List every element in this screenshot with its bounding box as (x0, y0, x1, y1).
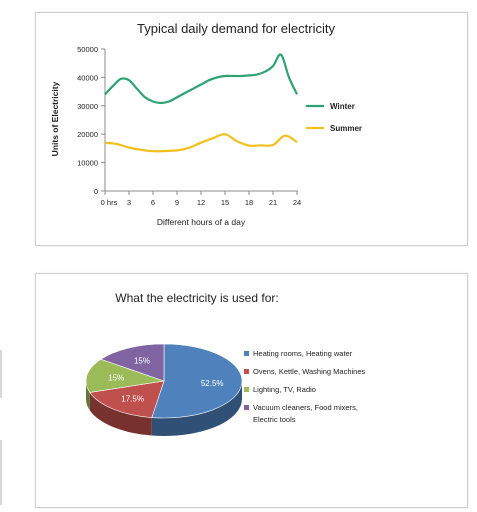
y-tick-label: 20000 (77, 130, 98, 139)
y-tick-label: 40000 (77, 73, 98, 82)
line-chart-panel: Typical daily demand for electricity 0 10… (35, 12, 468, 246)
pie-slice-1-label: 52.5% (201, 379, 224, 388)
pie-legend-swatch-4 (244, 405, 249, 410)
edge-rule-1 (0, 350, 2, 398)
x-tick-label: 9 (175, 198, 179, 207)
pie-sides (86, 381, 242, 436)
pie-legend-label-4: Electric tools (253, 415, 296, 424)
pie-slice-1 (151, 343, 243, 419)
x-tick-label: 0 hrs (101, 198, 118, 207)
pie-legend-label-4: Vacuum cleaners, Food mixers, (253, 403, 358, 412)
legend-label-summer: Summer (330, 124, 362, 133)
pie-legend-label-2: Ovens, Kettle, Washing Machines (253, 367, 366, 376)
pie-chart-title: What the electricity is used for: (115, 291, 278, 305)
y-tick-label: 50000 (77, 45, 98, 54)
x-axis-label: Different hours of a day (157, 217, 246, 227)
pie-slice-2-side (89, 392, 152, 436)
y-tick-label: 30000 (77, 102, 98, 111)
pie-slice-4-label: 15% (134, 357, 150, 366)
pie-chart-panel: What the electricity is used for: 52.5% 1… (35, 273, 468, 508)
legend-label-winter: Winter (330, 102, 355, 111)
y-axis-label: Units of Electricity (50, 81, 60, 156)
pie-slice-2-label: 17.5% (121, 394, 144, 403)
pie-legend-label-1: Heating rooms, Heating water (253, 349, 353, 358)
x-tick-label: 15 (221, 198, 229, 207)
x-tick-label: 18 (245, 198, 253, 207)
x-tick-label: 6 (151, 198, 155, 207)
pie-top (85, 343, 243, 419)
pie-slice-3 (85, 358, 165, 393)
line-chart: Typical daily demand for electricity 0 10… (50, 21, 362, 227)
y-tick-label: 0 (94, 187, 98, 196)
x-tick-label: 12 (197, 198, 205, 207)
x-tick-label: 24 (293, 198, 301, 207)
pie-legend-swatch-2 (244, 369, 249, 374)
pie-chart: What the electricity is used for: 52.5% 1… (85, 291, 366, 436)
pie-slice-1-side (151, 381, 242, 436)
pie-legend-swatch-1 (244, 351, 249, 356)
pie-slice-3-side (86, 381, 90, 411)
pie-slice-3-label: 15% (108, 373, 124, 382)
pie-slice-2 (89, 380, 165, 418)
pie-legend-swatch-3 (244, 387, 249, 392)
series-line-winter (104, 53, 298, 105)
y-tick-label: 10000 (77, 159, 98, 168)
edge-rule-2 (0, 440, 2, 505)
x-tick-label: 21 (269, 198, 277, 207)
x-tick-label: 3 (127, 198, 131, 207)
pie-legend-label-3: Lighting, TV, Radio (253, 385, 316, 394)
line-chart-title: Typical daily demand for electricity (137, 21, 335, 36)
pie-labels: 52.5% 17.5% 15% 15% (108, 357, 223, 404)
pie-slice-4 (100, 343, 165, 382)
